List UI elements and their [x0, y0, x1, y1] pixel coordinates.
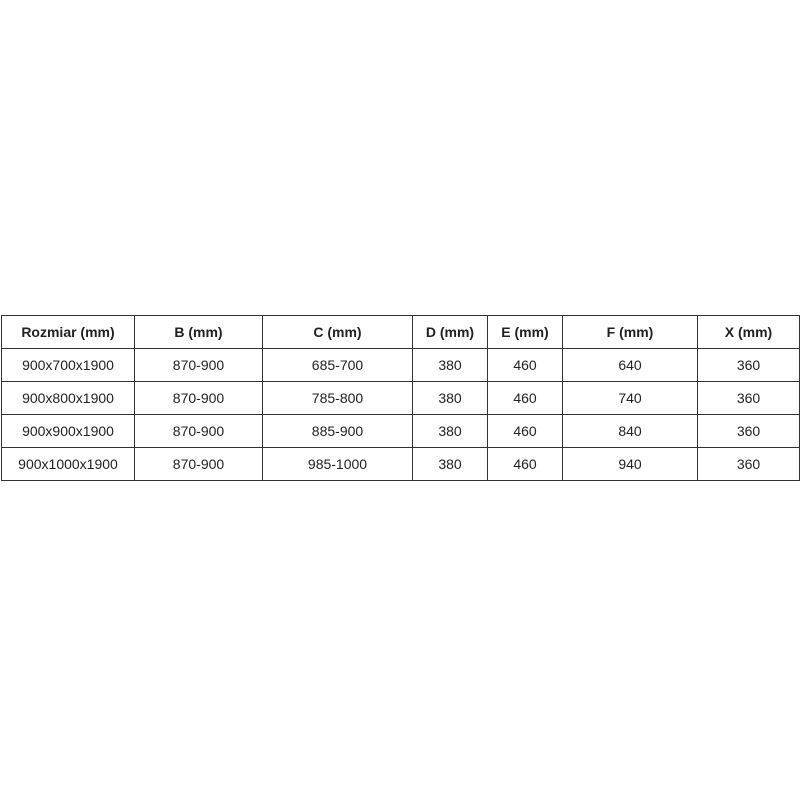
table-cell: 900x800x1900	[1, 381, 135, 415]
table-cell: 785-800	[262, 381, 413, 415]
table-cell: 870-900	[134, 348, 263, 382]
table-cell: 740	[562, 381, 698, 415]
table-cell: 460	[487, 447, 563, 481]
table-cell: 380	[412, 381, 488, 415]
table-cell: 360	[697, 348, 800, 382]
table-cell: 360	[697, 414, 800, 448]
table-cell: 870-900	[134, 414, 263, 448]
table-cell: 460	[487, 348, 563, 382]
table-cell: 885-900	[262, 414, 413, 448]
table-row: 900x1000x1900 870-900 985-1000 380 460 940 360	[1, 447, 800, 481]
table-cell: 870-900	[134, 447, 263, 481]
table-cell: 985-1000	[262, 447, 413, 481]
column-header: E (mm)	[487, 315, 563, 349]
table-cell: 460	[487, 381, 563, 415]
column-header: F (mm)	[562, 315, 698, 349]
table-row: 900x800x1900 870-900 785-800 380 460 740 360	[1, 381, 800, 415]
table-cell: 380	[412, 414, 488, 448]
column-header: X (mm)	[697, 315, 800, 349]
table-cell: 360	[697, 447, 800, 481]
table-cell: 900x700x1900	[1, 348, 135, 382]
table-cell: 640	[562, 348, 698, 382]
table-cell: 900x1000x1900	[1, 447, 135, 481]
table-row: 900x700x1900 870-900 685-700 380 460 640 360	[1, 348, 800, 382]
table-cell: 460	[487, 414, 563, 448]
table-cell: 940	[562, 447, 698, 481]
header-row: Rozmiar (mm) B (mm) C (mm) D (mm) E (mm) F (m…	[1, 315, 800, 349]
column-header: Rozmiar (mm)	[1, 315, 135, 349]
column-header: D (mm)	[412, 315, 488, 349]
table-cell: 380	[412, 447, 488, 481]
table-cell: 900x900x1900	[1, 414, 135, 448]
column-header: B (mm)	[134, 315, 263, 349]
table-cell: 870-900	[134, 381, 263, 415]
table-row: 900x900x1900 870-900 885-900 380 460 840 360	[1, 414, 800, 448]
table-cell: 685-700	[262, 348, 413, 382]
table-cell: 380	[412, 348, 488, 382]
dimensions-table: Rozmiar (mm) B (mm) C (mm) D (mm) E (mm) F (m…	[1, 315, 800, 481]
table-cell: 840	[562, 414, 698, 448]
column-header: C (mm)	[262, 315, 413, 349]
table-cell: 360	[697, 381, 800, 415]
